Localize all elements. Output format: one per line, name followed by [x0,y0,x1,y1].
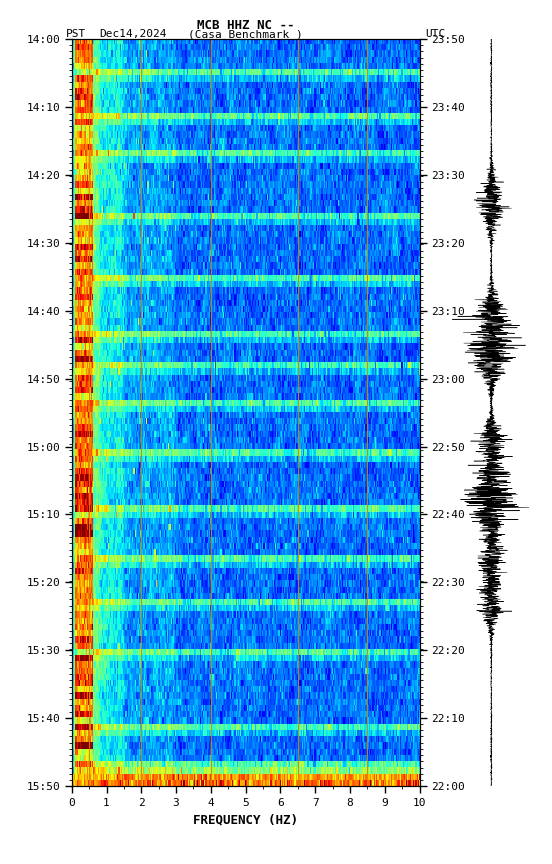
Text: (Casa Benchmark ): (Casa Benchmark ) [188,29,303,40]
Text: MCB HHZ NC --: MCB HHZ NC -- [197,19,294,32]
X-axis label: FREQUENCY (HZ): FREQUENCY (HZ) [193,814,298,827]
Text: PST: PST [66,29,87,40]
Text: UTC: UTC [425,29,445,40]
Text: Dec14,2024: Dec14,2024 [99,29,167,40]
